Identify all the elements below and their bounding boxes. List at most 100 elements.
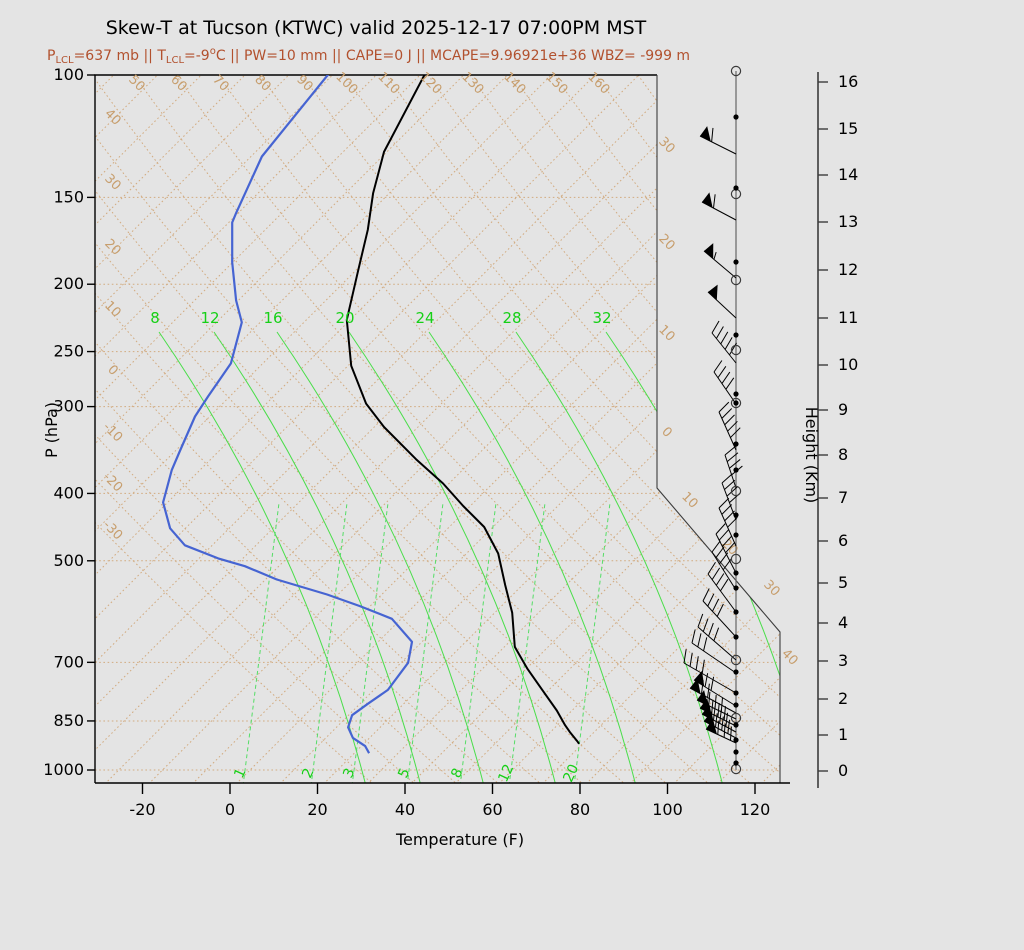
mixing-ratio-line (573, 502, 611, 783)
wind-barb-full (726, 452, 739, 463)
wind-barb (703, 243, 737, 279)
mixing-ratio-line (406, 502, 444, 783)
subtitle-segment: C || PW=10 mm || CAPE=0 J || MCAPE=9.969… (215, 48, 691, 64)
temperature-tick-label: 20 (307, 800, 327, 819)
wind-barb-full (725, 712, 729, 727)
wind-barb-full (718, 401, 730, 413)
isotherm-line (710, 75, 780, 783)
wind-barb-pennant (694, 670, 705, 687)
wind-barb-shaft (707, 573, 737, 613)
wind-barb-full (721, 473, 733, 484)
moist-adiabat-label: 32 (592, 309, 611, 327)
pressure-tick-label: 100 (53, 65, 84, 84)
pressure-tick-label: 400 (53, 483, 84, 502)
pressure-tick-label: 250 (53, 342, 84, 361)
pressure-tick-label: 300 (53, 397, 84, 416)
temperature-curve (345, 75, 580, 745)
wind-barb-full (712, 194, 716, 209)
adiabat-label: 100 (332, 69, 360, 97)
level-dot-marker (733, 702, 739, 708)
moist-adiabat-label: 8 (150, 309, 160, 327)
moist-adiabat-line (213, 331, 423, 783)
wind-barb (711, 320, 737, 364)
level-dot-marker (733, 634, 739, 640)
isotherm-line (579, 75, 780, 783)
mixing-ratio-label: 12 (495, 762, 517, 785)
wind-barb-full (712, 598, 720, 612)
wind-barb-full (691, 629, 696, 644)
wind-barb-full (721, 371, 731, 384)
height-tick-label: 9 (838, 400, 848, 419)
wind-barb-full (711, 127, 714, 142)
wind-barb-full (723, 706, 726, 721)
isotherm-line (95, 75, 643, 783)
wind-barb-column (683, 65, 743, 775)
adiabat-label: 30 (760, 577, 782, 599)
mixing-ratio-line (508, 502, 546, 783)
wind-barb-full (727, 516, 738, 528)
dry-adiabat-line (385, 75, 780, 783)
isotherm-line (95, 75, 249, 783)
isotherm-line (95, 75, 468, 783)
mixing-ratio-label: 3 (340, 766, 358, 781)
wind-barb-pennant (690, 678, 701, 694)
wind-barb (699, 126, 737, 155)
adiabat-label: 130 (458, 69, 486, 97)
mixing-ratio-line (459, 502, 497, 783)
wind-barb (715, 523, 737, 574)
isotherm-line (623, 75, 780, 783)
temperature-tick-label: 40 (395, 800, 415, 819)
wind-barb-full (729, 459, 741, 469)
temperature-tick-label: 120 (740, 800, 771, 819)
wind-barb-full (720, 331, 729, 345)
pressure-tick-label: 700 (53, 652, 84, 671)
wind-barb-full (697, 633, 702, 648)
wind-barb-full (717, 720, 720, 735)
wind-barb-full (714, 713, 718, 728)
wind-barb-full (722, 558, 732, 571)
wind-barb-full (715, 573, 725, 586)
level-dot-marker (733, 722, 739, 728)
height-tick-label: 12 (838, 260, 858, 279)
wind-barb-full (702, 588, 710, 602)
adiabat-label: 60 (167, 72, 189, 94)
wind-barb-full (719, 709, 722, 724)
isotherm-line (273, 75, 780, 783)
height-tick-label: 1 (838, 725, 848, 744)
adiabat-label: 20 (655, 231, 677, 253)
grid-line-labels: 50 60 70 80 90 100 110 120 130 140 150 160403020100… (100, 69, 801, 784)
wind-barb-pennant (708, 284, 718, 301)
wind-barb-full (710, 676, 715, 691)
isotherm-line (95, 75, 161, 783)
isotherm-line (185, 75, 780, 783)
dry-adiabat-line (301, 75, 780, 783)
moist-adiabat-line (276, 331, 486, 783)
wind-barb-full (712, 706, 716, 721)
height-tick-label: 2 (838, 689, 848, 708)
dry-adiabat-line (427, 75, 780, 783)
wind-barb (697, 613, 737, 661)
moist-adiabat-line (428, 331, 638, 783)
mixing-ratio-label: 5 (395, 766, 413, 781)
moist-adiabat-label: 24 (415, 309, 434, 327)
wind-barb-shaft (697, 626, 737, 661)
level-dot-marker (733, 532, 739, 538)
wind-barb-full (702, 618, 709, 632)
temperature-tick-label: 0 (225, 800, 235, 819)
height-tick-label: 11 (838, 308, 858, 327)
subtitle-segment: =637 mb || T (73, 48, 166, 64)
wind-barb-full (724, 510, 735, 522)
adiabat-label: 90 (293, 72, 315, 94)
dry-adiabat-line (721, 75, 780, 783)
level-dot-marker (733, 114, 739, 120)
wind-barb-full (721, 716, 724, 731)
wind-barb-full (727, 420, 738, 432)
isotherm-line (95, 75, 511, 783)
temperature-tick-label: 60 (482, 800, 502, 819)
chart-title: Skew-T at Tucson (KTWC) valid 2025-12-17… (105, 17, 647, 39)
temperature-tick-label: 100 (652, 800, 683, 819)
height-axis-title: Height (Km) (802, 407, 821, 504)
isotherm-line (95, 75, 555, 783)
adiabat-label: 80 (251, 72, 273, 94)
